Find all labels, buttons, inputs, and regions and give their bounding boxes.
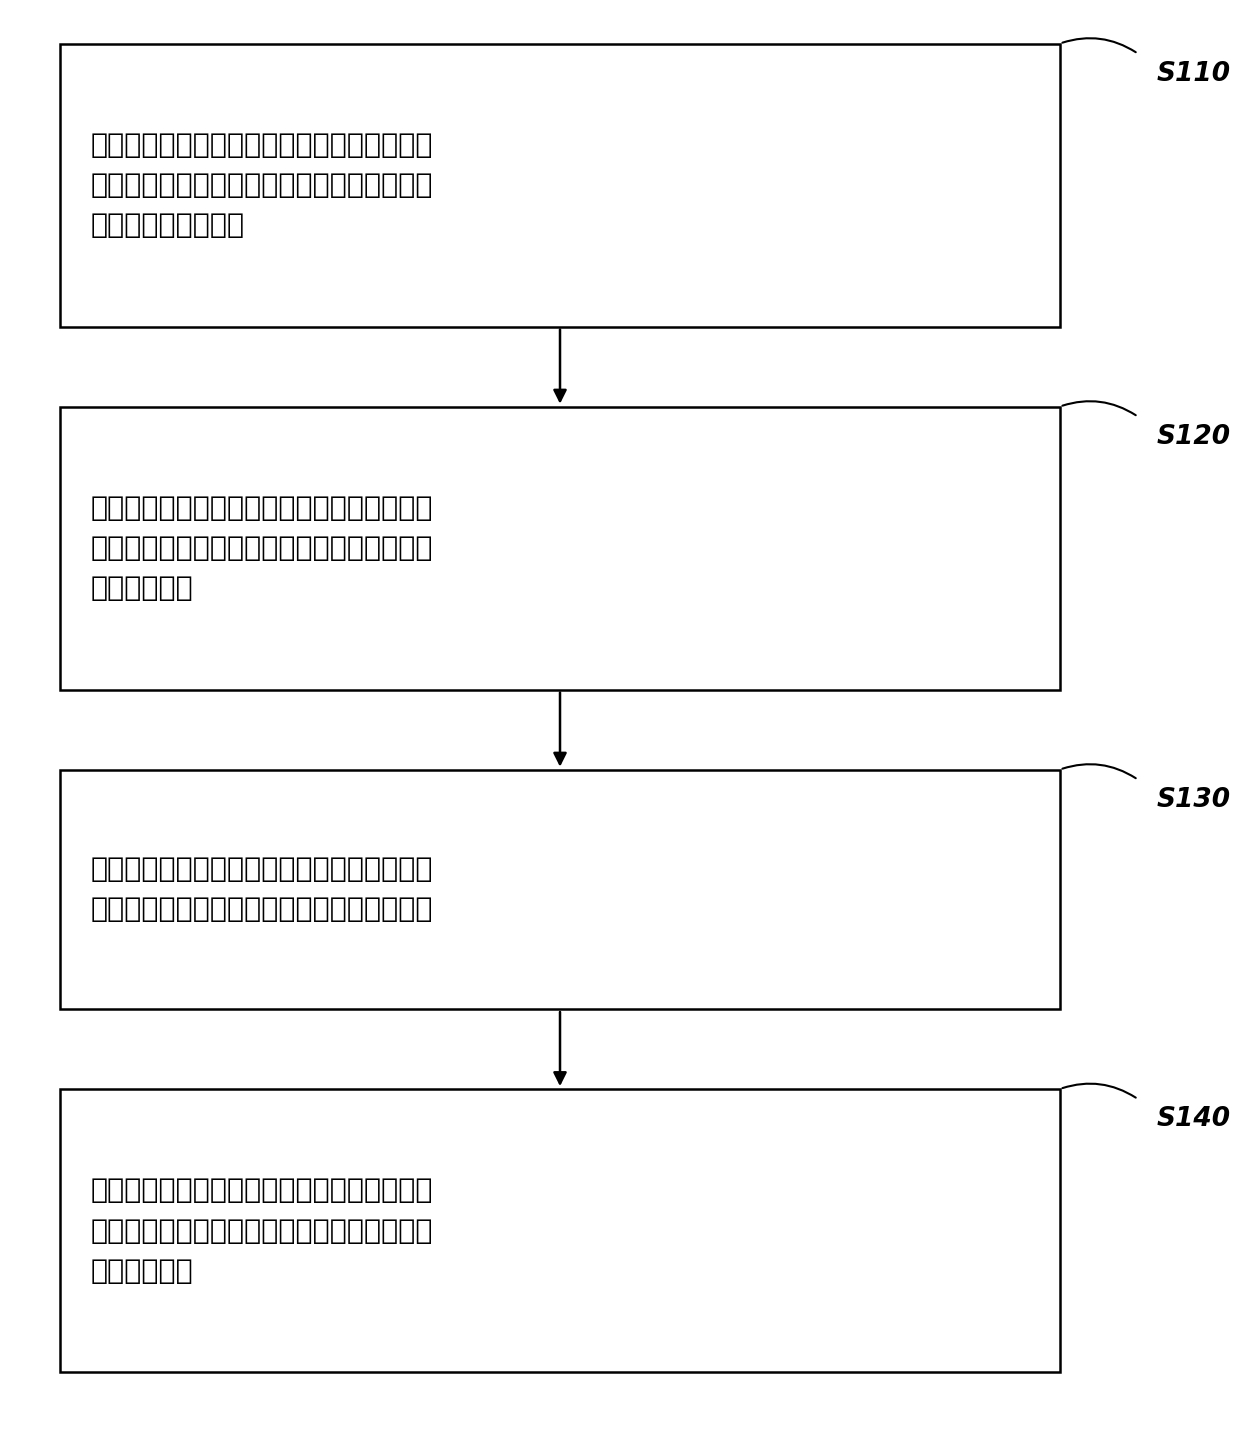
Text: 将含氟脱模剂均匀喷涂在不锈钢模具内表面，
将模具放入干燥箱中烘烤干燥，在模具内表面
形成致密脱模剂膜层: 将含氟脱模剂均匀喷涂在不锈钢模具内表面， 将模具放入干燥箱中烘烤干燥，在模具内表… — [91, 131, 433, 240]
Text: 将浇注环氧树脂混合料的模具放入干燥箱内，
按照一定的温度梯度进行固化，自然冷却至室
温并脱模取样: 将浇注环氧树脂混合料的模具放入干燥箱内， 按照一定的温度梯度进行固化，自然冷却至… — [91, 1176, 433, 1285]
FancyBboxPatch shape — [61, 407, 1060, 690]
FancyBboxPatch shape — [61, 44, 1060, 327]
FancyBboxPatch shape — [61, 1089, 1060, 1372]
Text: S140: S140 — [1156, 1106, 1230, 1133]
Text: S110: S110 — [1156, 61, 1230, 87]
Text: S130: S130 — [1156, 787, 1230, 813]
Text: 将模具在干燥箱中取出后，在致密脱模剂膜层
外再次喷涂所述含氟脱模剂，利用余热形成二
次脱模剂膜层: 将模具在干燥箱中取出后，在致密脱模剂膜层 外再次喷涂所述含氟脱模剂，利用余热形成… — [91, 494, 433, 603]
FancyBboxPatch shape — [61, 770, 1060, 1009]
Text: S120: S120 — [1156, 424, 1230, 450]
Text: 将环氧树脂混合料浇注至形成脱模剂膜层的模
具内，静置一定时间，待浇注产生的气泡排尽: 将环氧树脂混合料浇注至形成脱模剂膜层的模 具内，静置一定时间，待浇注产生的气泡排… — [91, 855, 433, 923]
